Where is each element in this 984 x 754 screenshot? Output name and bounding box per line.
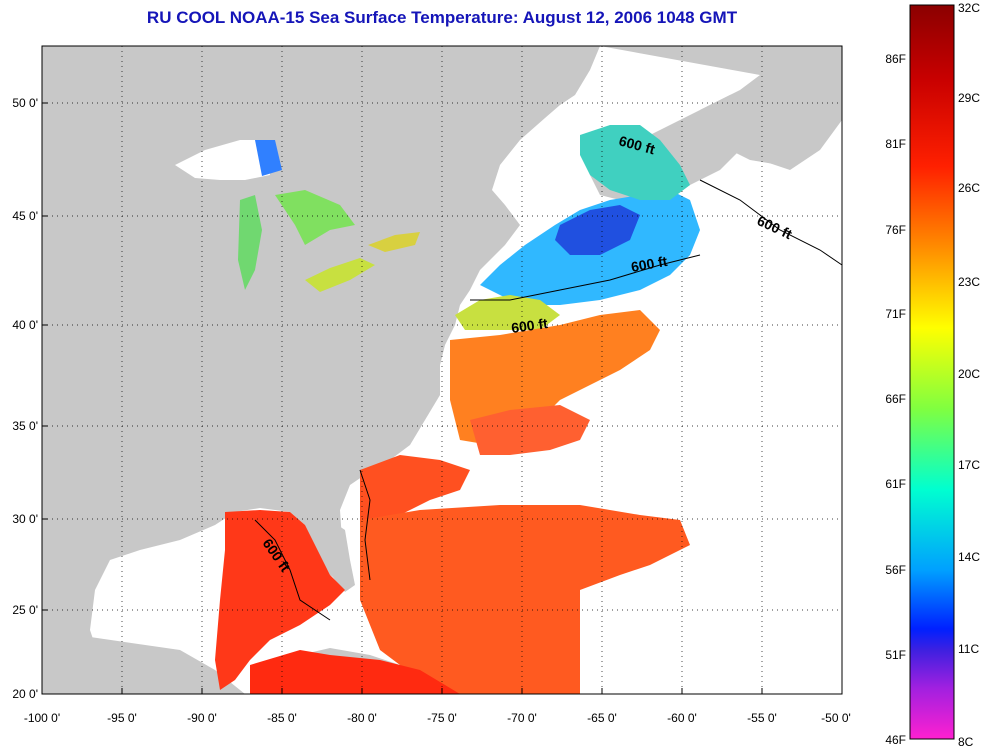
sst-caribbean — [250, 650, 460, 694]
contours — [254, 179, 843, 621]
contour-600ft-southeast — [359, 469, 371, 581]
contour-label-3: 600 ft — [630, 253, 669, 275]
colorbar-fahrenheit-labels: 86F 81F 76F 71F 66F 61F 56F 51F 46F — [885, 52, 906, 747]
y-tick-label: 45 0' — [12, 209, 38, 223]
sst-subtropical — [360, 505, 690, 694]
colorbar-c-label: 32C — [958, 1, 980, 15]
colorbar — [909, 4, 955, 740]
contour-600ft-shelf — [470, 254, 701, 301]
colorbar-f-label: 51F — [885, 648, 906, 662]
lake-superior-sst — [255, 140, 282, 176]
sst-gulf-core — [555, 205, 640, 255]
y-tick-labels: 50 0' 45 0' 40 0' 35 0' 30 0' 25 0' 20 0… — [12, 96, 38, 701]
colorbar-c-label: 20C — [958, 367, 980, 381]
colorbar-f-label: 56F — [885, 563, 906, 577]
y-tick-label: 30 0' — [12, 512, 38, 526]
colorbar-f-label: 61F — [885, 477, 906, 491]
lake-huron — [275, 190, 355, 245]
colorbar-c-label: 11C — [958, 642, 979, 656]
land-yucatan — [42, 630, 245, 694]
x-tick-label: -75 0' — [427, 711, 457, 725]
y-tick-label: 25 0' — [12, 603, 38, 617]
colorbar-f-label: 86F — [885, 52, 906, 66]
colorbar-c-label: 14C — [958, 550, 980, 564]
land-florida — [300, 520, 355, 592]
colorbar-f-label: 81F — [885, 137, 906, 151]
tick-marks — [41, 102, 843, 695]
y-tick-label: 20 0' — [12, 687, 38, 701]
x-tick-label: -55 0' — [747, 711, 777, 725]
lake-erie — [305, 258, 375, 292]
contour-600ft-north — [699, 179, 843, 266]
x-tick-label: -65 0' — [587, 711, 617, 725]
lake-ontario — [368, 232, 420, 252]
x-tick-labels: -100 0' -95 0' -90 0' -85 0' -80 0' -75 … — [24, 711, 851, 725]
map-title: RU COOL NOAA-15 Sea Surface Temperature:… — [146, 8, 738, 27]
sst-mid-atlantic-2 — [470, 405, 590, 455]
grid — [42, 46, 842, 694]
colorbar-c-label: 23C — [958, 275, 980, 289]
land-newfoundland — [700, 85, 805, 165]
y-tick-label: 40 0' — [12, 318, 38, 332]
x-tick-label: -100 0' — [24, 711, 60, 725]
x-tick-label: -70 0' — [507, 711, 537, 725]
x-tick-label: -85 0' — [267, 711, 297, 725]
lake-superior — [175, 140, 270, 180]
x-tick-label: -90 0' — [187, 711, 217, 725]
y-tick-label: 35 0' — [12, 419, 38, 433]
colorbar-celsius-labels: 32C 29C 26C 23C 20C 17C 14C 11C 8C — [958, 1, 980, 749]
x-tick-label: -50 0' — [821, 711, 851, 725]
x-tick-label: -80 0' — [347, 711, 377, 725]
land-north-america — [42, 46, 600, 694]
colorbar-c-label: 26C — [958, 181, 980, 195]
colorbar-f-label: 76F — [885, 223, 906, 237]
sst-gulf-of-mexico — [215, 510, 345, 690]
sst-shelf-band — [455, 295, 560, 330]
sst-southeast — [360, 455, 470, 530]
colorbar-c-label: 17C — [958, 458, 980, 472]
sst-gulf-stlawrence — [580, 125, 690, 200]
x-tick-label: -95 0' — [107, 711, 137, 725]
colorbar-f-label: 46F — [885, 733, 906, 747]
colorbar-c-label: 8C — [958, 735, 974, 749]
sst-mid-atlantic — [450, 310, 660, 445]
x-tick-label: -60 0' — [667, 711, 697, 725]
contour-label-4: 600 ft — [510, 315, 549, 336]
contour-600ft-gulf — [254, 519, 331, 621]
colorbar-f-label: 71F — [885, 307, 906, 321]
colorbar-f-label: 66F — [885, 392, 906, 406]
colorbar-c-label: 29C — [958, 91, 980, 105]
y-tick-label: 50 0' — [12, 96, 38, 110]
lake-michigan — [238, 195, 262, 290]
